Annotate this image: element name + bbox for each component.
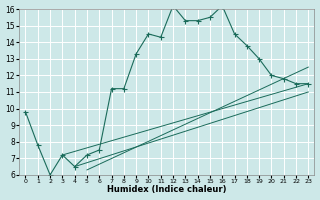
X-axis label: Humidex (Indice chaleur): Humidex (Indice chaleur) (107, 185, 227, 194)
